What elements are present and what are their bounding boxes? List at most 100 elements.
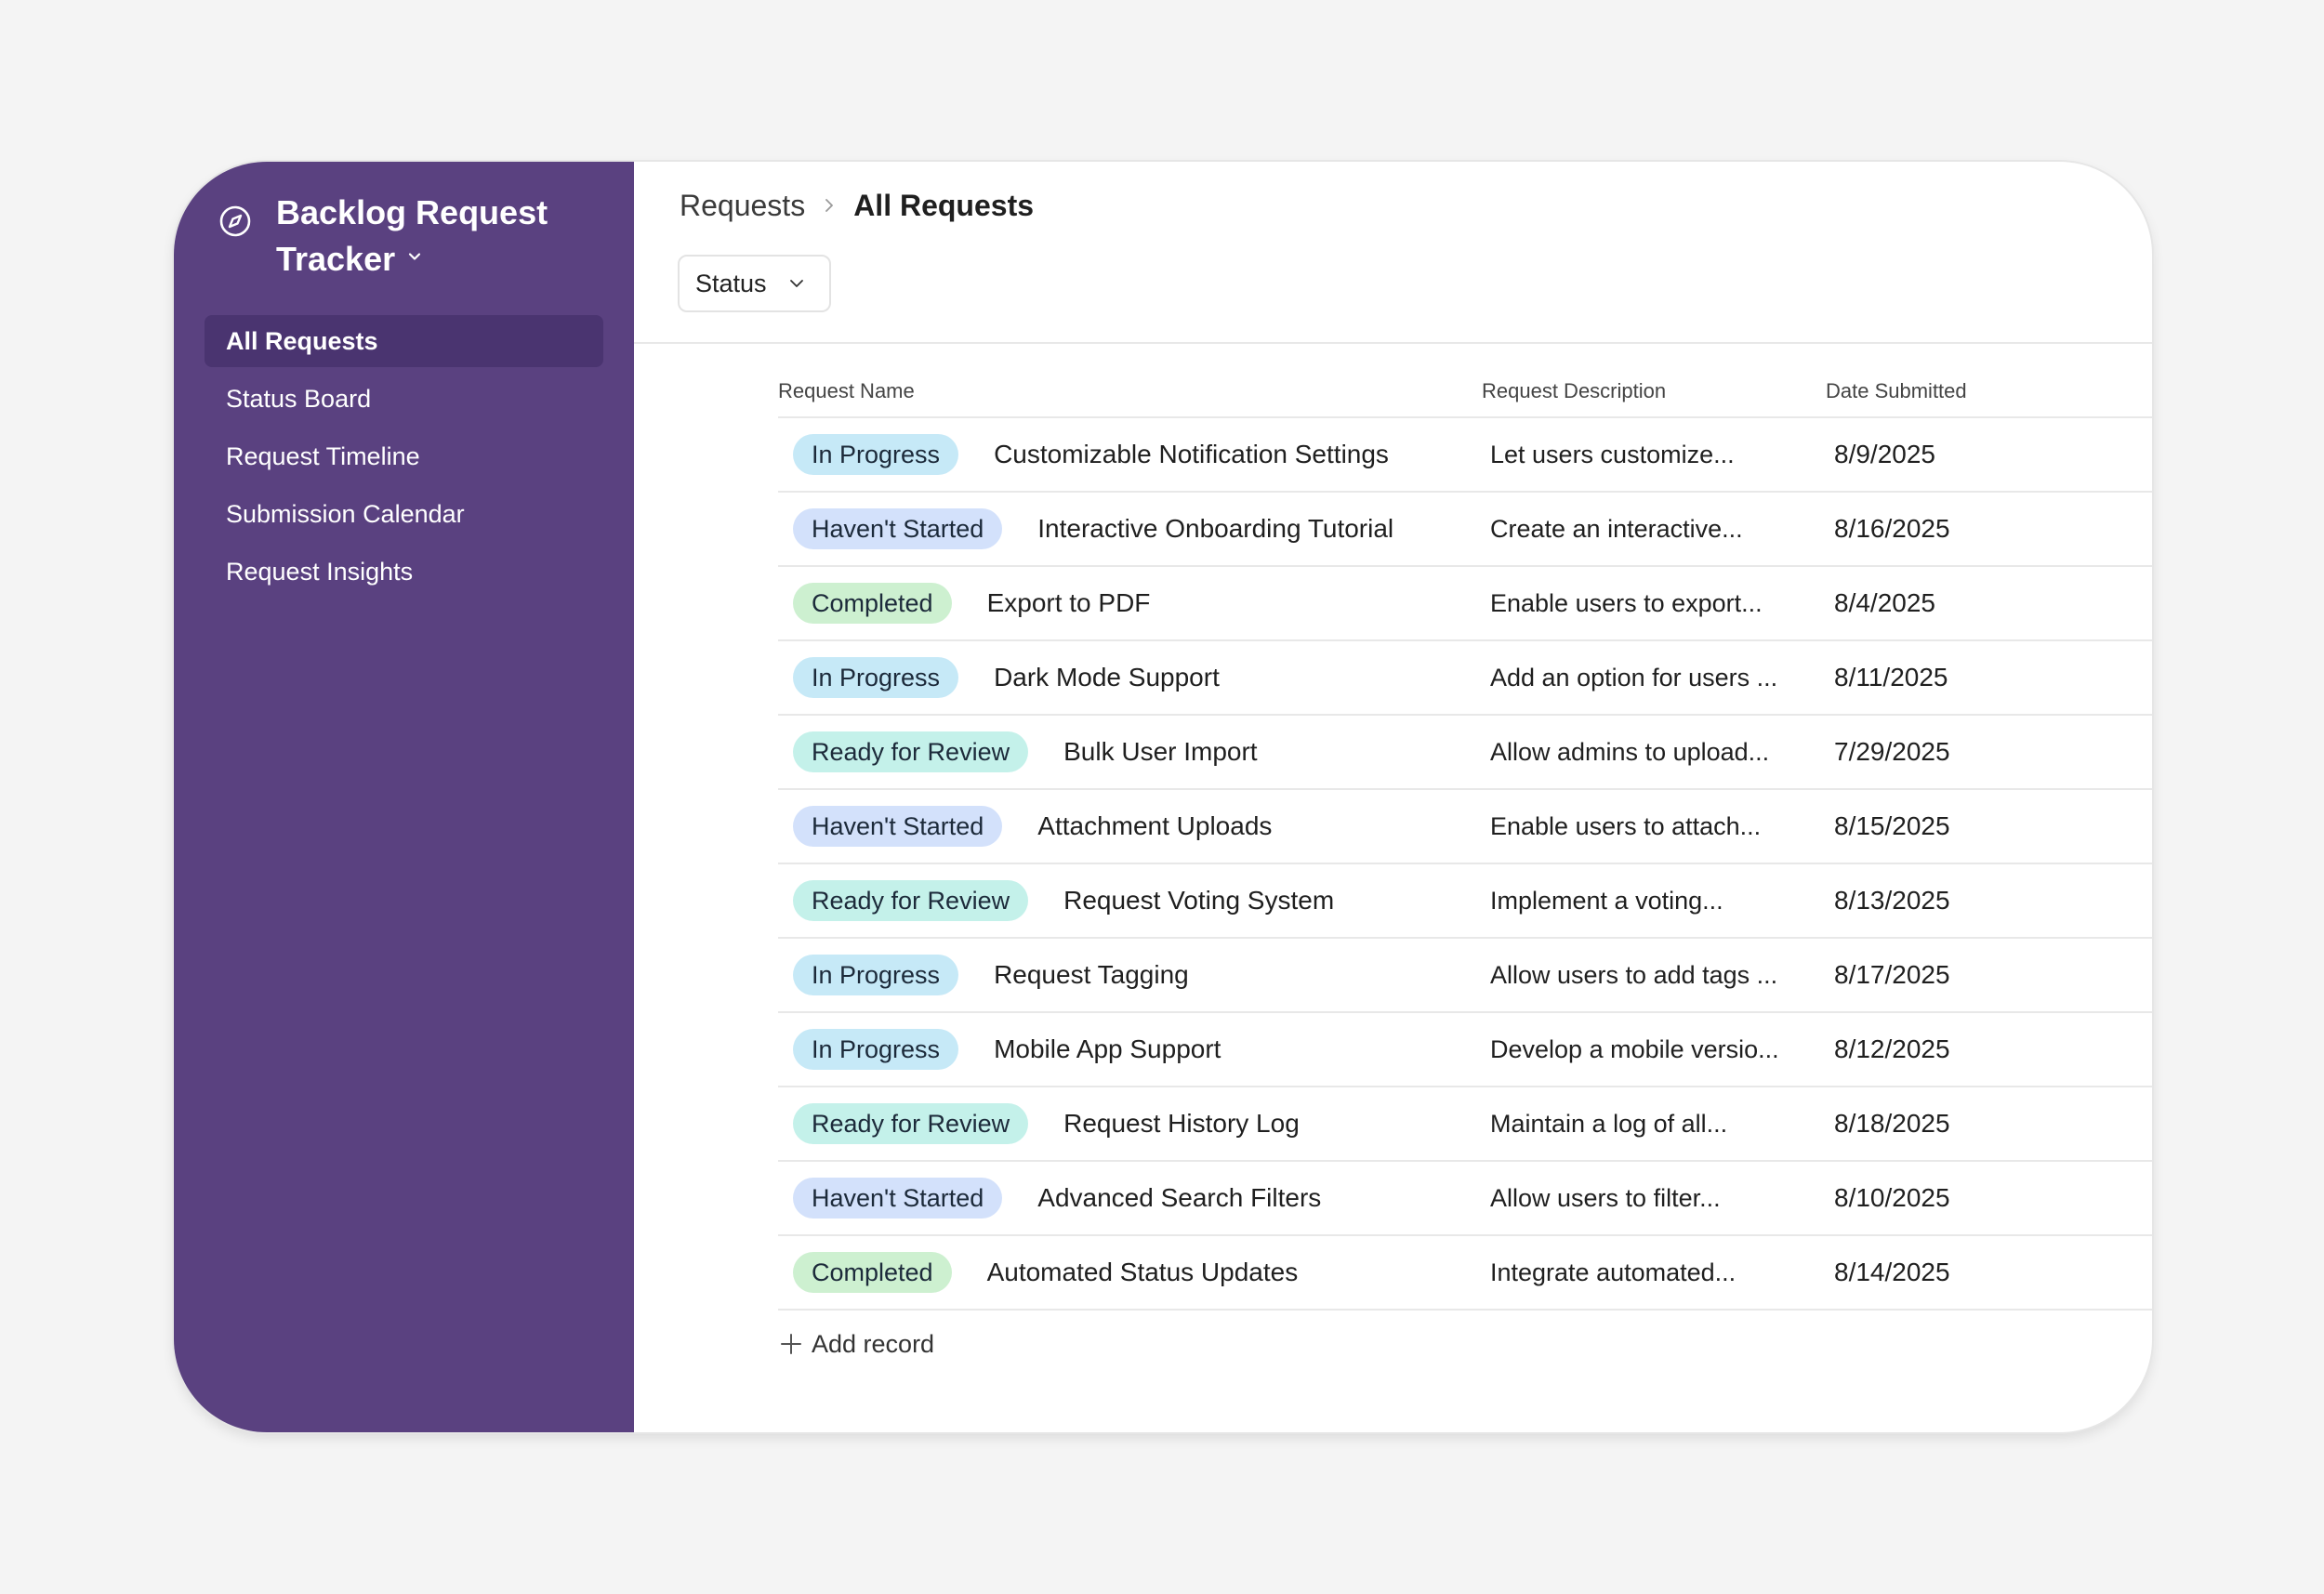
cell-request-name[interactable]: Completed Automated Status Updates: [778, 1252, 1482, 1293]
request-name: Automated Status Updates: [986, 1258, 1299, 1286]
cell-date-submitted[interactable]: 8/18/2025: [1834, 1109, 1950, 1138]
table-row[interactable]: In Progress Request Tagging Allow users to…: [778, 939, 2152, 1013]
cell-request-name[interactable]: Haven't Started Advanced Search Filters: [778, 1178, 1482, 1219]
sidebar-item-submission-calendar[interactable]: Submission Calendar: [226, 500, 465, 528]
cell-date-submitted[interactable]: 7/29/2025: [1834, 737, 1950, 766]
table-row[interactable]: In Progress Customizable Notification Set…: [778, 418, 2152, 493]
cell-date-submitted[interactable]: 8/14/2025: [1834, 1258, 1950, 1286]
cell-request-description[interactable]: Enable users to export...: [1490, 588, 1763, 617]
cell-request-description[interactable]: Integrate automated...: [1490, 1258, 1736, 1286]
cell-request-description[interactable]: Add an option for users ...: [1490, 663, 1778, 692]
cell-request-name[interactable]: In Progress Customizable Notification Set…: [778, 434, 1482, 475]
sidebar-nav: All Requests Status Board Request Timeli…: [205, 315, 603, 603]
cell-request-description[interactable]: Develop a mobile versio...: [1490, 1034, 1779, 1063]
status-badge[interactable]: Completed: [793, 1252, 952, 1293]
sidebar-item-request-insights[interactable]: Request Insights: [226, 558, 414, 586]
cell-request-name[interactable]: Ready for Review Request Voting System: [778, 880, 1482, 921]
cell-request-name[interactable]: Haven't Started Attachment Uploads: [778, 806, 1482, 847]
cell-request-name[interactable]: In Progress Request Tagging: [778, 955, 1482, 995]
cell-request-name[interactable]: Ready for Review Request History Log: [778, 1103, 1482, 1144]
table-row[interactable]: In Progress Mobile App Support Develop a m…: [778, 1013, 2152, 1087]
request-name: Dark Mode Support: [994, 663, 1220, 692]
column-header-request-description[interactable]: Request Description: [1482, 379, 1667, 402]
column-header-date-submitted[interactable]: Date Submitted: [1826, 379, 1967, 402]
sidebar-item-status-board[interactable]: Status Board: [226, 385, 372, 413]
cell-date-submitted[interactable]: 8/13/2025: [1834, 886, 1950, 915]
cell-request-description[interactable]: Allow users to add tags ...: [1490, 960, 1778, 989]
status-badge[interactable]: In Progress: [793, 657, 959, 698]
breadcrumb: Requests All Requests: [680, 180, 1034, 231]
cell-date-submitted[interactable]: 8/10/2025: [1834, 1183, 1950, 1212]
cell-request-description[interactable]: Allow users to filter...: [1490, 1183, 1721, 1212]
request-name: Mobile App Support: [994, 1034, 1221, 1063]
table-header: Request Name Request Description Date Su…: [778, 366, 2152, 418]
table-row[interactable]: Completed Automated Status Updates Integra…: [778, 1236, 2152, 1311]
status-badge[interactable]: In Progress: [793, 1029, 959, 1070]
column-header-request-name[interactable]: Request Name: [778, 379, 915, 402]
status-filter-label: Status: [695, 269, 767, 297]
table-row[interactable]: Haven't Started Attachment Uploads Enable …: [778, 790, 2152, 864]
app-title-text: Backlog Request Tracker: [276, 193, 548, 278]
app-title[interactable]: Backlog Request Tracker: [276, 190, 555, 283]
cell-request-description[interactable]: Allow admins to upload...: [1490, 737, 1770, 766]
table-row[interactable]: Ready for Review Request Voting System Imp…: [778, 864, 2152, 939]
cell-request-name[interactable]: In Progress Dark Mode Support: [778, 657, 1482, 698]
request-name: Advanced Search Filters: [1037, 1183, 1322, 1212]
main-content: Requests All Requests Status Request Nam…: [634, 162, 2152, 1432]
compass-icon: [219, 205, 251, 237]
status-badge[interactable]: In Progress: [793, 955, 959, 995]
page-title: All Requests: [853, 189, 1035, 222]
app-window: Backlog Request Tracker All Requests Sta…: [174, 162, 2152, 1432]
cell-date-submitted[interactable]: 8/15/2025: [1834, 811, 1950, 840]
table-row[interactable]: Ready for Review Bulk User Import Allow ad…: [778, 716, 2152, 790]
table-row[interactable]: In Progress Dark Mode Support Add an optio…: [778, 641, 2152, 716]
chevron-down-icon: [409, 253, 421, 260]
cell-date-submitted[interactable]: 8/17/2025: [1834, 960, 1950, 989]
cell-date-submitted[interactable]: 8/16/2025: [1834, 514, 1950, 543]
request-name: Attachment Uploads: [1037, 811, 1273, 840]
status-badge[interactable]: Completed: [793, 583, 952, 624]
sidebar-item-all-requests[interactable]: All Requests: [205, 315, 603, 367]
cell-request-description[interactable]: Implement a voting...: [1490, 886, 1723, 915]
cell-request-description[interactable]: Create an interactive...: [1490, 514, 1743, 543]
cell-request-description[interactable]: Enable users to attach...: [1490, 811, 1762, 840]
cell-date-submitted[interactable]: 8/12/2025: [1834, 1034, 1950, 1063]
requests-table: Request Name Request Description Date Su…: [778, 366, 2152, 1377]
sidebar: Backlog Request Tracker All Requests Sta…: [174, 162, 634, 1432]
breadcrumb-root[interactable]: Requests: [680, 189, 806, 222]
add-record-button[interactable]: Add record: [778, 1311, 2152, 1377]
plus-icon: [781, 1334, 801, 1354]
table-row[interactable]: Completed Export to PDF Enable users to ex…: [778, 567, 2152, 641]
status-badge[interactable]: Ready for Review: [793, 1103, 1029, 1144]
request-name: Export to PDF: [986, 588, 1151, 617]
cell-request-description[interactable]: Let users customize...: [1490, 440, 1735, 468]
sidebar-item-request-timeline[interactable]: Request Timeline: [226, 442, 420, 470]
request-name: Bulk User Import: [1063, 737, 1258, 766]
status-badge[interactable]: Ready for Review: [793, 880, 1029, 921]
status-badge[interactable]: Haven't Started: [793, 1178, 1003, 1219]
chevron-right-icon: [825, 199, 834, 212]
request-name: Request Voting System: [1063, 886, 1335, 915]
app-header[interactable]: Backlog Request Tracker: [218, 190, 555, 283]
table-body: In Progress Customizable Notification Set…: [778, 418, 2152, 1311]
status-badge[interactable]: Haven't Started: [793, 806, 1003, 847]
cell-request-name[interactable]: In Progress Mobile App Support: [778, 1029, 1482, 1070]
cell-date-submitted[interactable]: 8/9/2025: [1834, 440, 1935, 468]
status-filter-button[interactable]: Status: [678, 255, 831, 312]
cell-request-name[interactable]: Haven't Started Interactive Onboarding Tu…: [778, 508, 1482, 549]
status-badge[interactable]: Ready for Review: [793, 731, 1029, 772]
table-row[interactable]: Ready for Review Request History Log Maint…: [778, 1087, 2152, 1162]
cell-request-name[interactable]: Ready for Review Bulk User Import: [778, 731, 1482, 772]
table-row[interactable]: Haven't Started Advanced Search Filters Al…: [778, 1162, 2152, 1236]
add-record-label: Add record: [812, 1329, 935, 1358]
cell-date-submitted[interactable]: 8/11/2025: [1834, 663, 1948, 692]
request-name: Request Tagging: [994, 960, 1189, 989]
request-name: Interactive Onboarding Tutorial: [1037, 514, 1394, 543]
cell-request-name[interactable]: Completed Export to PDF: [778, 583, 1482, 624]
cell-date-submitted[interactable]: 8/4/2025: [1834, 588, 1935, 617]
status-badge[interactable]: In Progress: [793, 434, 959, 475]
status-badge[interactable]: Haven't Started: [793, 508, 1003, 549]
request-name: Customizable Notification Settings: [994, 440, 1389, 468]
table-row[interactable]: Haven't Started Interactive Onboarding Tu…: [778, 493, 2152, 567]
cell-request-description[interactable]: Maintain a log of all...: [1490, 1109, 1728, 1138]
